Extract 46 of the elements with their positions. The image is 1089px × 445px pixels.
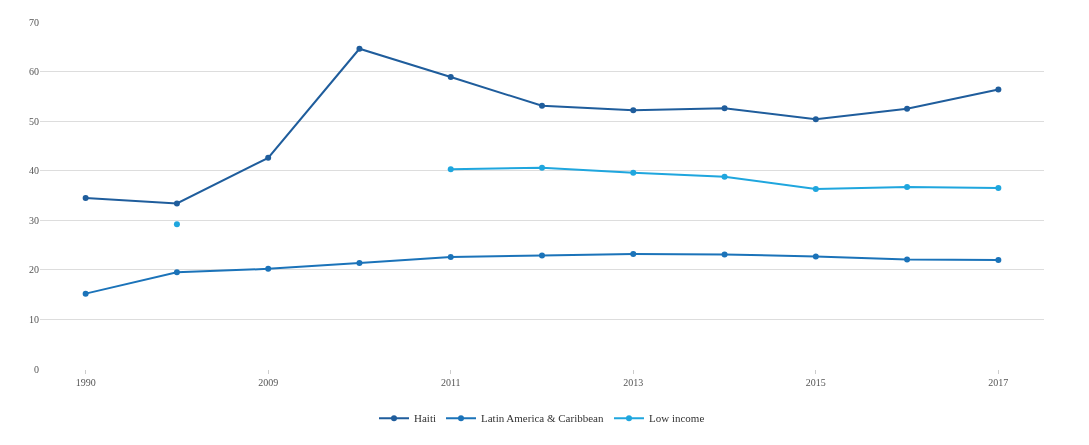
point xyxy=(173,269,180,276)
y-tick-label: 10 xyxy=(29,313,39,325)
legend-label: Haiti xyxy=(414,412,436,425)
point xyxy=(721,105,728,112)
point xyxy=(82,290,89,297)
point xyxy=(721,251,728,258)
point xyxy=(265,154,272,161)
point xyxy=(904,256,911,263)
y-tick-label: 20 xyxy=(29,264,39,276)
point xyxy=(812,116,819,123)
legend-label: Latin America & Caribbean xyxy=(481,412,604,425)
point xyxy=(447,166,454,173)
y-tick-label: 30 xyxy=(29,214,39,226)
point xyxy=(447,74,454,81)
point xyxy=(995,185,1002,192)
point xyxy=(539,164,545,171)
point xyxy=(904,184,911,191)
point xyxy=(356,45,363,52)
point xyxy=(630,250,637,257)
point xyxy=(995,86,1002,93)
point xyxy=(82,194,89,201)
x-tick-label: 2017 xyxy=(988,377,1009,388)
x-tick-label: 2013 xyxy=(623,377,644,388)
point xyxy=(630,107,637,114)
point xyxy=(995,256,1002,263)
x-tick-label: 2015 xyxy=(805,377,826,388)
y-tick-label: 50 xyxy=(29,115,39,127)
point xyxy=(630,169,637,176)
point xyxy=(265,265,272,272)
point xyxy=(539,102,545,109)
point xyxy=(904,105,911,112)
point xyxy=(356,259,363,266)
y-tick-label: 0 xyxy=(34,363,39,375)
point xyxy=(173,200,180,207)
x-tick-label: 2011 xyxy=(440,377,461,388)
legend-label: Low income xyxy=(648,412,705,425)
y-tick-label: 40 xyxy=(29,165,39,177)
point xyxy=(721,173,728,180)
point xyxy=(812,186,819,193)
y-tick-label: 70 xyxy=(29,16,39,28)
point xyxy=(539,252,545,259)
point xyxy=(812,253,819,260)
point xyxy=(447,253,454,260)
y-tick-label: 60 xyxy=(29,66,39,78)
x-tick-label: 2009 xyxy=(258,377,279,388)
x-tick-label: 1990 xyxy=(75,377,96,388)
